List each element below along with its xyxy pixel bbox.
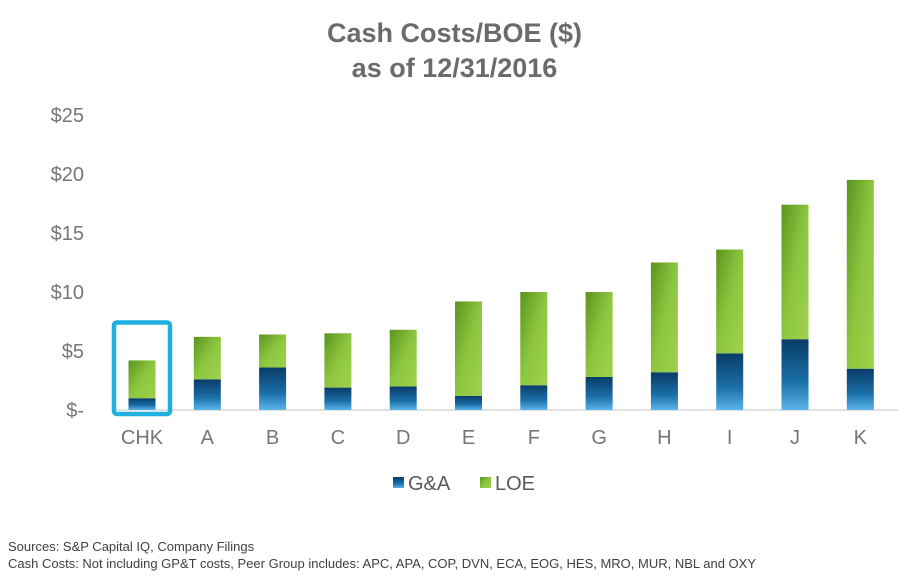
bar-ga [650,372,678,410]
bar-ga [846,368,874,410]
bar-ga [324,387,352,410]
bar-chart: $- $5 $10 $15 $20 $25 CHK A B C D E F G H I J K G&A LOE [51,105,898,495]
x-tick-label: D [396,427,410,449]
bar-ga [128,398,156,410]
bar-ga [455,395,482,410]
bar-ga [259,367,287,410]
bar-loe [716,249,744,354]
bar-loe [389,329,417,387]
bar-loe [259,334,287,368]
x-tick-label: E [462,427,475,449]
bar-ga [389,386,417,410]
chart-subtitle: as of 12/31/2016 [351,53,558,83]
bar-loe [520,292,548,386]
bar-ga [520,385,548,410]
x-tick-label: K [854,427,868,449]
chart-title: Cash Costs/BOE ($) [326,18,583,48]
bar-loe [781,204,809,340]
x-tick-label: J [790,427,800,449]
y-axis: $- $5 $10 $15 $20 $25 [51,105,84,422]
y-tick-label: $10 [51,282,84,304]
y-tick-label: $20 [51,164,84,186]
legend-swatch-ga [393,477,404,488]
x-tick-label: B [266,427,279,449]
bar-loe [650,262,678,373]
bar-ga [716,353,744,410]
highlight-box [111,320,173,417]
bar-loe [128,360,156,399]
bar-loe [193,336,221,380]
bar-loe [585,292,613,377]
x-tick-label: CHK [121,427,164,449]
x-tick-label: H [657,427,671,449]
x-tick-label: F [528,427,540,449]
footer-sources: Sources: S&P Capital IQ, Company Filings [8,539,255,554]
bar-ga [781,339,809,410]
x-tick-label: I [727,427,733,449]
bar-loe [324,333,352,388]
bar-ga [585,376,613,410]
x-tick-label: A [201,427,215,449]
y-tick-label: $25 [51,105,84,127]
bar-loe [455,301,482,396]
bar-ga [193,379,221,410]
y-tick-label: $- [66,400,84,422]
legend: G&A LOE [393,473,535,495]
x-axis: CHK A B C D E F G H I J K [121,427,868,449]
bar-loe [846,179,874,369]
y-tick-label: $15 [51,223,84,245]
legend-label-ga: G&A [408,473,451,495]
y-tick-label: $5 [62,341,84,363]
legend-swatch-loe [480,477,491,488]
x-tick-label: G [591,427,607,449]
footer-note: Cash Costs: Not including GP&T costs, Pe… [8,556,757,571]
legend-label-loe: LOE [495,473,535,495]
bars-group [111,179,874,417]
x-tick-label: C [331,427,345,449]
